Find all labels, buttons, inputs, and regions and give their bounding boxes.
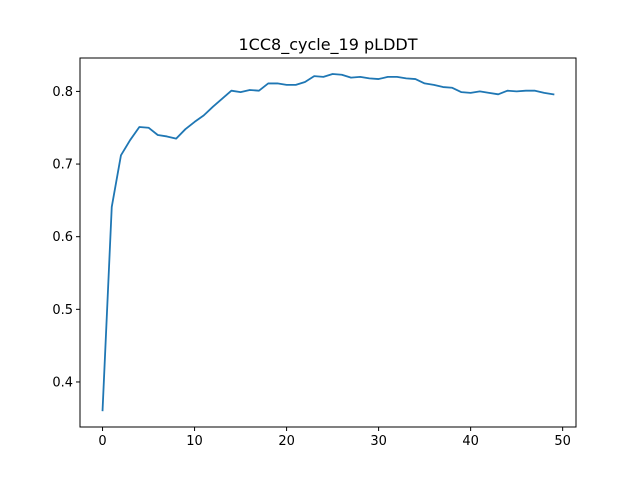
plot-area: 0 10 20 30 40 50 0.4 0.5 0.6 0.7 0.8 (52, 73, 571, 449)
x-tick-label: 40 (462, 434, 479, 449)
axes-frame (79, 57, 577, 428)
x-tick-label: 0 (98, 434, 106, 449)
x-tick-label: 20 (278, 434, 295, 449)
y-tick-label: 0.8 (52, 85, 73, 100)
y-tick-label: 0.5 (52, 303, 73, 318)
x-tick-label: 30 (370, 434, 387, 449)
series-line (101, 73, 555, 412)
x-tick-label: 10 (186, 434, 203, 449)
x-tick-label: 50 (554, 434, 571, 449)
y-tick-label: 0.4 (52, 375, 73, 390)
y-tick-label: 0.7 (52, 158, 73, 173)
y-tick-label: 0.6 (52, 230, 73, 245)
chart-title: 1CC8_cycle_19 pLDDT (239, 35, 418, 55)
